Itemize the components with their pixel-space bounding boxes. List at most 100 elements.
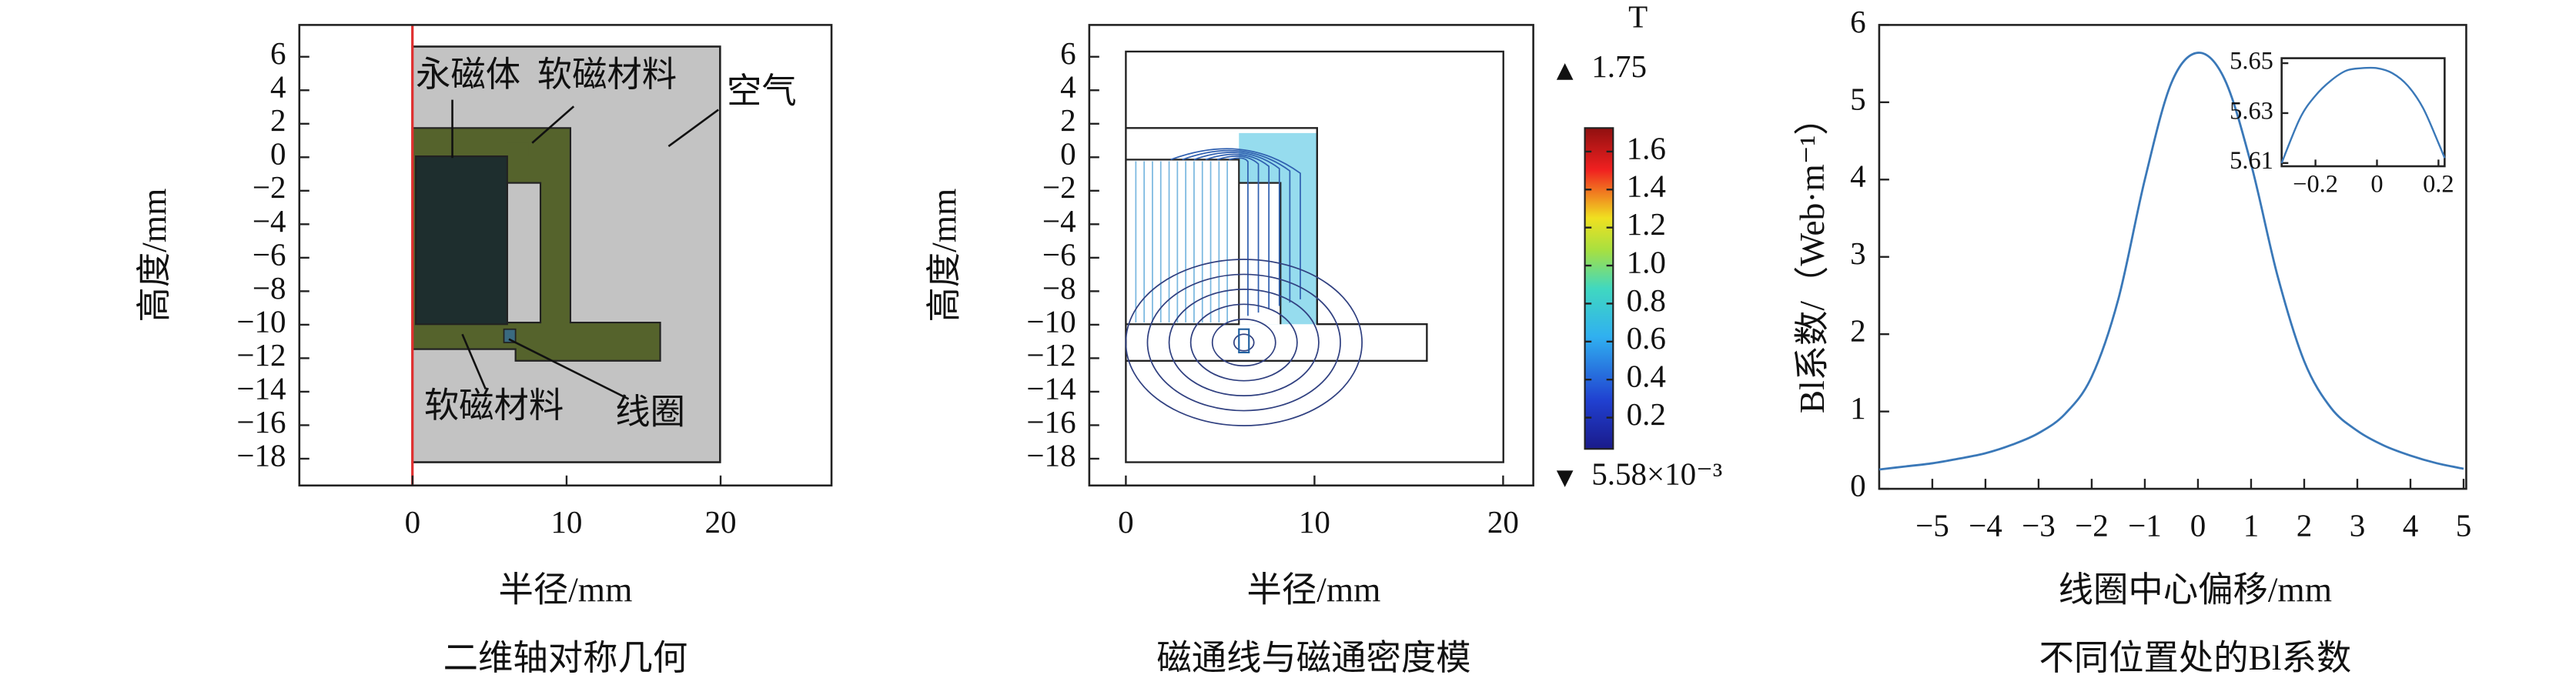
flux-line <box>1229 157 1249 316</box>
x-tick-label: 20 <box>704 504 736 540</box>
y-tick-label: 2 <box>1060 102 1076 138</box>
y-tick-label: −4 <box>1042 203 1076 239</box>
max-label: 1.75 <box>1591 48 1647 84</box>
y-tick-label: −16 <box>1026 404 1076 439</box>
y-tick-label: −10 <box>236 303 286 339</box>
axes-frame <box>298 24 833 487</box>
y-tick-label: 2 <box>270 102 286 138</box>
colorbar-title: T <box>1628 0 1648 34</box>
flux-line <box>1205 153 1270 309</box>
y-tick-label: −10 <box>1026 303 1076 339</box>
y-tick-label: −18 <box>236 437 286 473</box>
y-tick-label: 0 <box>1060 136 1076 172</box>
y-axis-label: 高度/mm <box>925 189 964 322</box>
y-tick-label: −14 <box>236 370 286 406</box>
flux-line <box>1216 155 1260 313</box>
y-tick-label: 6 <box>1850 4 1866 39</box>
x-tick-label: −3 <box>2022 507 2056 543</box>
y-tick-label: −12 <box>236 337 286 373</box>
coil <box>1238 328 1250 354</box>
colorbar-tick-label: 0.4 <box>1627 359 1666 394</box>
x-tick-label: 0 <box>2190 507 2206 543</box>
flux-line <box>1193 152 1280 306</box>
x-tick-label: 10 <box>550 504 582 540</box>
colorbar-tick-label: 0.6 <box>1627 320 1666 356</box>
y-axis-label: 高度/mm <box>135 189 174 322</box>
y-tick-label: −2 <box>1042 169 1076 205</box>
caption: 二维轴对称几何 <box>443 639 688 677</box>
colorbar-tick-label: 0.2 <box>1627 396 1666 432</box>
x-tick-label: 5 <box>2456 507 2472 543</box>
colorbar-tick-label: 1.4 <box>1627 169 1666 204</box>
region-label: 软磁材料 <box>537 55 677 94</box>
y-tick-label: −2 <box>253 169 286 205</box>
x-tick-label: 4 <box>2403 507 2419 543</box>
x-tick-label: 0 <box>1118 504 1134 540</box>
x-axis-label: 半径/mm <box>498 571 632 610</box>
flux-line <box>1233 333 1255 352</box>
flux-line <box>1125 259 1363 426</box>
x-tick-label: 2 <box>2297 507 2313 543</box>
x-tick-label: −0.2 <box>2293 170 2338 198</box>
x-axis-label: 线圈中心偏移/mm <box>2059 571 2332 610</box>
flux-line <box>1170 148 1301 299</box>
x-tick-label: −5 <box>1915 507 1949 543</box>
geometry-drawing <box>411 25 721 486</box>
x-tick-label: −1 <box>2128 507 2162 543</box>
min-label: 5.58×10⁻³ <box>1591 456 1722 491</box>
region-label: 线圈 <box>615 393 685 431</box>
caption: 磁通线与磁通密度模 <box>1156 639 1470 677</box>
y-tick-label: 2 <box>1850 313 1866 349</box>
y-tick-label: 5.65 <box>2230 48 2273 75</box>
y-tick-label: 5 <box>1850 81 1866 116</box>
y-tick-label: 5.63 <box>2230 97 2273 125</box>
region-label: 永磁体 <box>416 55 520 94</box>
x-tick-label: 0.2 <box>2423 170 2454 198</box>
x-tick-label: 20 <box>1487 504 1519 540</box>
y-tick-label: 0 <box>270 136 286 172</box>
y-tick-label: −8 <box>1042 270 1076 306</box>
min-marker <box>1556 470 1574 487</box>
y-tick-label: −6 <box>253 236 286 272</box>
line <box>1878 52 2464 471</box>
region-label: 空气 <box>727 72 797 111</box>
y-tick-label: 4 <box>1060 69 1076 105</box>
x-tick-label: 3 <box>2350 507 2366 543</box>
x-tick-label: 1 <box>2243 507 2260 543</box>
y-tick-label: −12 <box>1026 337 1076 373</box>
inset-background <box>2281 58 2445 167</box>
x-tick-label: 10 <box>1299 504 1330 540</box>
flux-line <box>1211 318 1276 367</box>
flux-drawing <box>1125 50 1504 463</box>
y-tick-label: 6 <box>270 35 286 71</box>
colorbar: 0.20.40.60.81.01.21.4 1.6 T 1.75 5.58×10⁻³ <box>1556 0 1722 491</box>
max-marker <box>1556 63 1574 80</box>
y-tick-label: −6 <box>1042 236 1076 272</box>
x-axis-label: 半径/mm <box>1247 571 1381 610</box>
y-tick-label: 6 <box>1060 35 1076 71</box>
y-tick-label: −18 <box>1026 437 1076 473</box>
y-tick-label: 1 <box>1850 390 1866 426</box>
inset-line <box>2280 66 2446 164</box>
y-tick-label: −4 <box>253 203 286 239</box>
x-tick-label: 0 <box>2370 170 2383 198</box>
region-label: 软磁材料 <box>424 386 564 425</box>
y-tick-label: −14 <box>1026 370 1076 406</box>
y-axis-label: Bl系数/（Web·m⁻¹） <box>1793 100 1832 413</box>
x-tick-label: −4 <box>1969 507 2002 543</box>
y-tick-label: 4 <box>270 69 286 105</box>
colorbar-tick-label: 1.2 <box>1627 206 1666 242</box>
x-tick-label: 0 <box>405 504 421 540</box>
colorbar-tick-label: 0.8 <box>1627 282 1666 318</box>
y-tick-label: −16 <box>236 404 286 439</box>
y-tick-label: −8 <box>253 270 286 306</box>
flux-line <box>1146 273 1341 412</box>
flux-line <box>1168 289 1320 396</box>
colorbar-tick-label: 1.0 <box>1627 244 1666 279</box>
colorbar-tick-label: 1.6 <box>1627 130 1666 165</box>
y-tick-label: 0 <box>1850 468 1866 503</box>
flux-line <box>1182 149 1291 303</box>
y-tick-label: 4 <box>1850 159 1866 194</box>
y-tick-label: 5.61 <box>2230 147 2273 175</box>
